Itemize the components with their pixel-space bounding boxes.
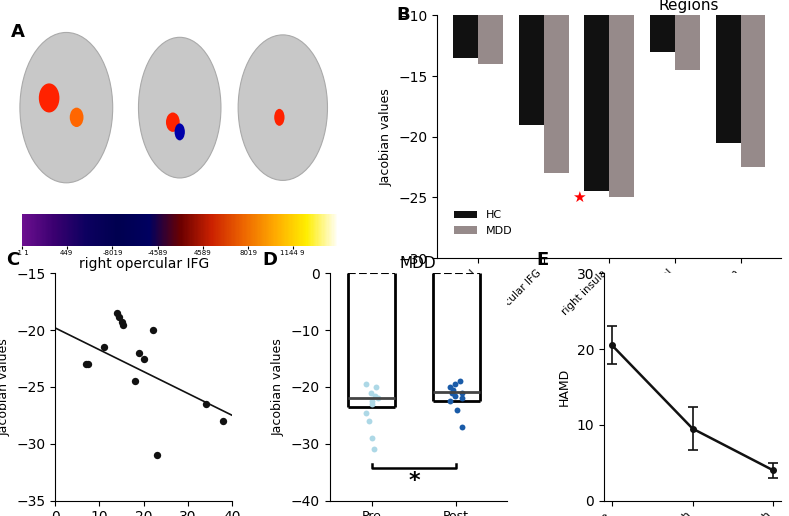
Point [80, 360, 92, 368]
Point [456, 423, 469, 431]
Point [365, 400, 378, 408]
Point [369, 383, 382, 391]
Point [368, 391, 381, 399]
Point [451, 406, 464, 414]
Point [360, 380, 372, 388]
Point [444, 383, 457, 391]
Legend: HC, MDD: HC, MDD [450, 206, 517, 240]
Y-axis label: Jacobian values: Jacobian values [0, 338, 11, 436]
Point [115, 318, 128, 327]
Point [82, 360, 95, 368]
Point [365, 389, 377, 397]
Point [151, 451, 163, 459]
Point [365, 434, 378, 442]
Bar [741, 0, 765, 167]
Point [366, 397, 379, 406]
Point [362, 417, 375, 425]
Ellipse shape [174, 123, 185, 140]
Bar [716, 0, 741, 143]
Y-axis label: Jacobian values: Jacobian values [380, 88, 393, 186]
Text: C: C [6, 251, 19, 269]
Bar [544, 0, 569, 173]
Text: E: E [537, 251, 549, 269]
Point [98, 343, 110, 351]
Ellipse shape [238, 35, 327, 181]
Y-axis label: Jacobian values: Jacobian values [272, 338, 285, 436]
Text: B: B [396, 6, 409, 24]
Point [455, 394, 468, 402]
Text: D: D [263, 251, 278, 269]
Point [446, 389, 458, 397]
Bar [453, 0, 478, 58]
Ellipse shape [166, 112, 180, 132]
Title: MDD: MDD [400, 256, 436, 271]
Text: *: * [408, 471, 420, 491]
Y-axis label: HAMD: HAMD [558, 368, 571, 406]
Point [454, 377, 466, 385]
Point [116, 320, 129, 329]
Ellipse shape [20, 33, 113, 183]
Point [200, 400, 212, 408]
Point [146, 326, 159, 334]
Title: right opercular IFG: right opercular IFG [79, 257, 209, 271]
Point [455, 389, 468, 397]
Bar [478, 0, 503, 64]
Point [360, 409, 372, 417]
Point [447, 386, 459, 394]
Ellipse shape [39, 84, 59, 112]
Text: ★: ★ [572, 190, 586, 205]
Point [137, 354, 150, 363]
Text: A: A [11, 23, 25, 41]
Ellipse shape [275, 109, 285, 126]
Bar [609, 0, 634, 198]
Point [217, 417, 230, 425]
Point [443, 397, 456, 406]
Ellipse shape [69, 108, 84, 127]
Point [111, 309, 124, 317]
Point [129, 377, 141, 385]
Bar [675, 0, 700, 70]
Text: Regions: Regions [659, 0, 720, 13]
Ellipse shape [139, 37, 221, 178]
Bar [585, 0, 609, 191]
Point [448, 380, 461, 388]
Point [449, 391, 462, 399]
Bar [518, 0, 544, 125]
Bar [650, 0, 675, 52]
Point [133, 349, 146, 357]
Point [113, 313, 125, 321]
Point [372, 394, 384, 402]
Point [368, 445, 380, 454]
